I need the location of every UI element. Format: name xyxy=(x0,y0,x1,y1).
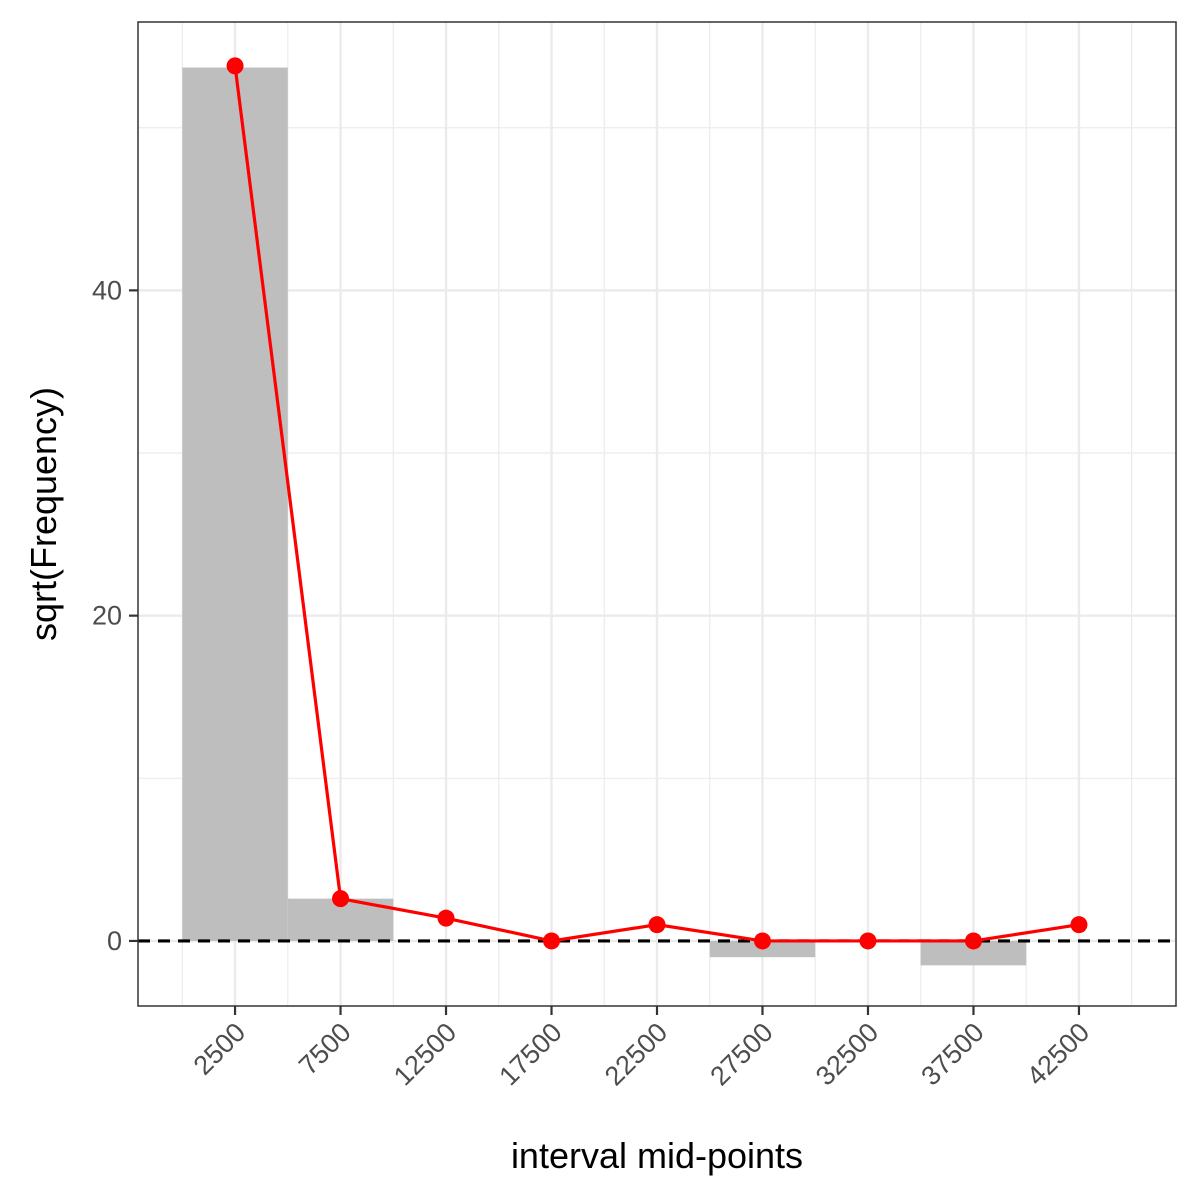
fitted-point xyxy=(964,932,982,950)
fitted-line-layer xyxy=(226,57,1088,950)
fitted-point xyxy=(753,932,771,950)
fitted-point xyxy=(648,916,666,934)
y-tick-label: 40 xyxy=(92,275,122,305)
fitted-point xyxy=(859,932,877,950)
fitted-point xyxy=(226,57,244,75)
grid-layer xyxy=(138,22,1176,1006)
histogram-bar xyxy=(182,67,288,941)
fitted-point xyxy=(437,909,455,927)
y-axis-title: sqrt(Frequency) xyxy=(23,387,64,641)
y-tick-label: 20 xyxy=(92,601,122,631)
y-tick-label: 0 xyxy=(107,926,122,956)
x-axis-title: interval mid-points xyxy=(511,1135,803,1176)
fitted-point xyxy=(332,890,350,908)
bars-layer xyxy=(182,67,1027,966)
fitted-point xyxy=(1070,916,1088,934)
fitted-point xyxy=(543,932,561,950)
